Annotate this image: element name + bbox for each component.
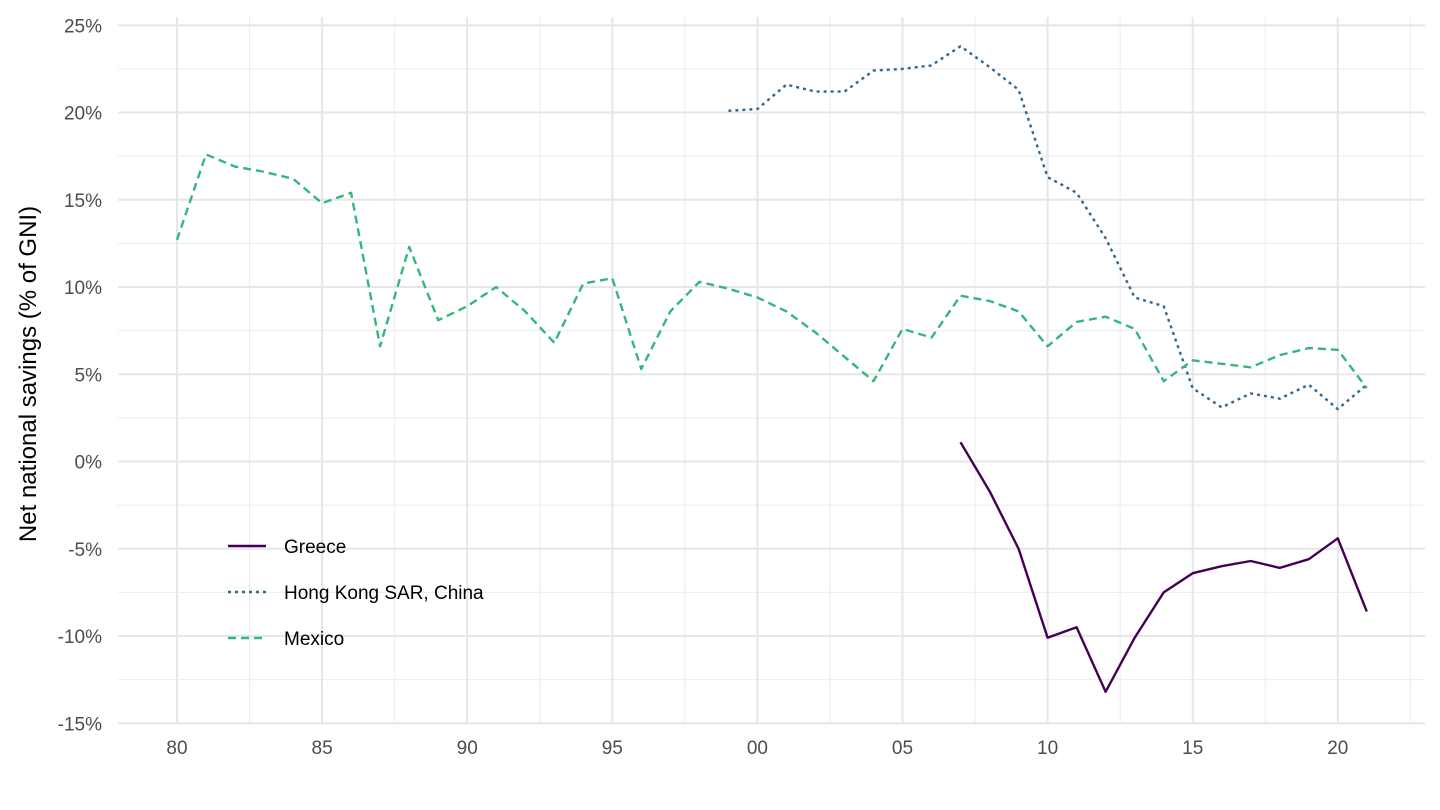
y-axis-tick-labels: 25% 20% 15% 10% 5% 0% -5% -10% -15%	[58, 16, 102, 735]
x-tick-label: 90	[457, 738, 478, 759]
minor-gridlines	[118, 17, 1425, 724]
x-tick-label: 00	[747, 738, 768, 759]
x-tick-label: 85	[312, 738, 333, 759]
major-gridlines	[118, 17, 1425, 725]
x-tick-label: 05	[892, 738, 913, 759]
y-tick-label: 5%	[75, 365, 103, 386]
y-tick-label: 20%	[64, 104, 102, 125]
x-tick-label: 15	[1182, 738, 1203, 759]
y-tick-label: -5%	[68, 540, 102, 561]
legend: Greece Hong Kong SAR, China Mexico	[228, 537, 484, 650]
y-tick-label: 0%	[75, 453, 103, 474]
legend-label: Hong Kong SAR, China	[284, 583, 484, 604]
y-tick-label: 10%	[64, 278, 102, 299]
legend-label: Greece	[284, 537, 346, 558]
x-tick-label: 80	[166, 738, 187, 759]
y-tick-label: -10%	[58, 627, 102, 648]
x-tick-label: 10	[1037, 738, 1058, 759]
y-tick-label: 25%	[64, 16, 102, 37]
y-tick-label: -15%	[58, 714, 102, 735]
x-axis-tick-labels: 80 85 90 95 00 05 10 15 20	[166, 738, 1348, 759]
series-lines	[175, 45, 1368, 693]
x-tick-label: 20	[1327, 738, 1348, 759]
y-axis-title: Net national savings (% of GNI)	[15, 206, 42, 542]
legend-label: Mexico	[284, 629, 344, 650]
series-line-mexico	[175, 153, 1368, 389]
series-line-greece	[959, 441, 1368, 693]
x-tick-label: 95	[602, 738, 623, 759]
y-tick-label: 15%	[64, 191, 102, 212]
